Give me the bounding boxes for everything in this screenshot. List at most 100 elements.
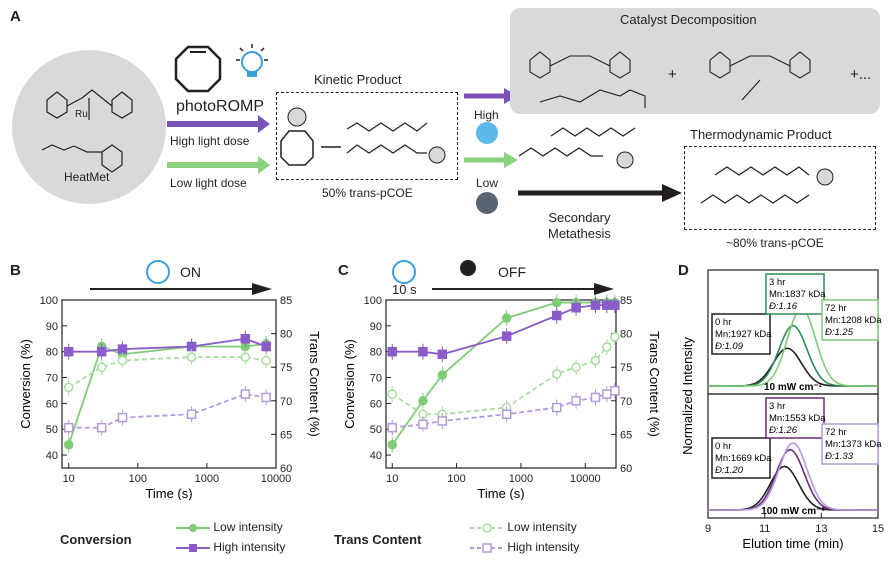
low-dose-label: Low light dose	[170, 176, 247, 190]
data-point	[387, 422, 397, 433]
data-point	[186, 352, 197, 362]
decomposition-structures-icon	[529, 51, 811, 108]
thermodynamic-product-title: Thermodynamic Product	[690, 127, 832, 142]
legend-conv-low-label: Low intensity	[213, 520, 283, 534]
y2-tick-label: 65	[280, 429, 292, 441]
data-point	[551, 369, 562, 379]
kinetic-product-title: Kinetic Product	[314, 72, 402, 87]
sec-info-time: 0 hr	[715, 317, 731, 328]
low-dose-arrowhead	[258, 156, 270, 174]
panel-label-a: A	[10, 8, 21, 25]
sec-subplot-label: 100 mW cm⁻²	[761, 506, 825, 517]
high-dose-arrowhead	[258, 115, 270, 133]
y-tick-label: 80	[370, 347, 382, 359]
legend-conv-high: High intensity	[176, 540, 285, 554]
photoromp-label: photoROMP	[176, 98, 265, 115]
y-tick-label: 90	[370, 321, 382, 333]
series-line	[68, 393, 267, 429]
y-tick-label: 70	[46, 373, 58, 385]
panel-label-b: B	[10, 262, 21, 279]
data-point	[186, 409, 197, 419]
sec-info-box-frame	[711, 313, 771, 355]
cyclooctene-monomer-icon	[174, 45, 222, 93]
legend-conv-high-symbol	[176, 543, 210, 552]
data-point	[96, 346, 107, 357]
series-line	[68, 356, 267, 389]
x-tick-label: 10000	[570, 473, 601, 485]
sec-info-dispersity: Đ:1.09	[715, 341, 744, 352]
legend-conv-low: Low intensity	[176, 520, 283, 534]
y2-tick-label: 80	[280, 329, 292, 341]
panel-c-bulb-off-icon	[460, 260, 476, 276]
data-point	[571, 362, 581, 372]
panel-b-on-arrow	[90, 283, 272, 295]
data-point	[602, 342, 612, 352]
sec-info-time: 72 hr	[825, 427, 847, 438]
x-axis-label: Time (s)	[145, 486, 192, 500]
catalyst-decomposition-box: Catalyst Decomposition + +...	[510, 8, 880, 114]
plus-sign-2: +...	[850, 66, 872, 83]
data-point	[387, 389, 397, 399]
secondary-metathesis-label: Secondary Metathesis	[548, 210, 611, 241]
y2-tick-label: 75	[280, 362, 292, 374]
y-axis-label: Conversion (%)	[18, 339, 33, 429]
data-point	[590, 300, 601, 310]
low-bulb-icon	[476, 192, 498, 214]
sec-info-mn: Mn:1553 kDa	[769, 413, 826, 424]
x-tick-label: 15	[872, 523, 884, 535]
data-point	[387, 439, 397, 450]
data-point	[261, 355, 271, 366]
x-axis-label: Elution time (min)	[742, 536, 843, 551]
panel-c-bulb-on-icon	[392, 260, 416, 284]
x-tick-label: 13	[815, 523, 827, 535]
thermodynamic-product-subtitle: ~80% trans-pCOE	[726, 236, 824, 250]
kinetic-product-subtitle: 50% trans-pCOE	[322, 186, 413, 200]
data-point	[96, 362, 107, 372]
data-point	[551, 402, 562, 413]
data-point	[437, 416, 448, 426]
data-point	[501, 313, 512, 323]
y2-tick-label: 80	[620, 329, 632, 341]
data-point	[602, 389, 612, 399]
x-tick-label: 10000	[261, 473, 292, 485]
sec-info-dispersity: Đ:1.26	[769, 425, 798, 436]
sec-info-mn: Mn:1208 kDa	[825, 315, 882, 326]
sec-info-dispersity: Đ:1.20	[715, 465, 744, 476]
data-point	[501, 331, 512, 341]
panel-c-chart: 10 100 1000 10000 40 50 60 70 80 90 100 60 65 70 75 80 8…	[342, 294, 662, 500]
data-point	[261, 392, 271, 403]
data-point	[610, 332, 620, 342]
sec-trace	[708, 441, 878, 511]
thermodynamic-product-box	[684, 146, 876, 230]
kinetic-polymer-icon	[280, 107, 446, 166]
low-path-arrow	[464, 152, 518, 168]
high-label: High	[474, 108, 499, 122]
y-tick-label: 90	[46, 321, 58, 333]
plot-frame	[385, 299, 617, 469]
series-line	[391, 336, 616, 416]
x-axis-label: Time (s)	[477, 486, 524, 500]
x-tick-label: 1000	[509, 473, 533, 485]
intermediate-polymer-icon	[518, 127, 636, 169]
panel-c-time-label: 10 s	[392, 282, 417, 297]
data-point	[240, 334, 251, 344]
data-point	[571, 303, 581, 313]
sec-subplot-label: 10 mW cm⁻²	[764, 382, 823, 393]
legend-trans-title: Trans Content	[334, 532, 422, 547]
data-point	[418, 346, 428, 357]
legend-trans-low-label: Low intensity	[507, 520, 577, 534]
legend-conv-low-symbol	[176, 523, 210, 532]
heatmet-label: HeatMet	[64, 170, 110, 184]
data-point	[602, 300, 612, 310]
data-point	[590, 355, 601, 366]
legend-conv-high-label: High intensity	[213, 540, 286, 554]
y-tick-label: 100	[40, 295, 58, 307]
y2-tick-label: 65	[620, 429, 632, 441]
sec-info-time: 3 hr	[769, 401, 785, 412]
y-tick-label: 60	[370, 398, 382, 410]
sec-info-box-frame	[821, 299, 879, 341]
